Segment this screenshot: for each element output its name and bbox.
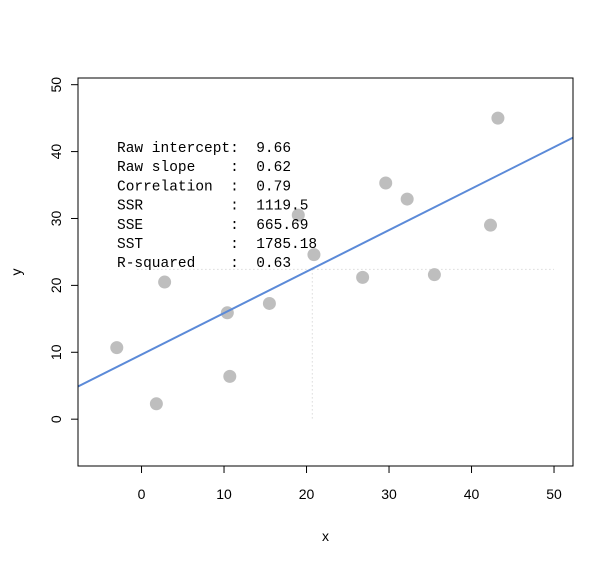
stats-line: SST : 1785.18: [117, 237, 317, 253]
stats-line: SSE : 665.69: [117, 218, 308, 234]
y-tick-label: 0: [48, 415, 64, 423]
x-tick-label: 0: [138, 486, 146, 502]
x-tick-label: 20: [299, 486, 315, 502]
stats-line: SSR : 1119.5: [117, 199, 308, 215]
mean-guides: [137, 268, 555, 420]
x-tick-label: 10: [216, 486, 232, 502]
y-tick-label: 10: [48, 344, 64, 360]
x-tick-label: 30: [381, 486, 397, 502]
data-point: [484, 218, 497, 232]
y-axis-label: y: [8, 269, 24, 276]
data-points: [110, 111, 505, 411]
stats-line: Raw intercept: 9.66: [117, 141, 291, 157]
data-point: [149, 397, 163, 411]
stats-line: Raw slope : 0.62: [117, 160, 291, 176]
data-point: [400, 192, 414, 206]
y-tick-label: 20: [48, 277, 64, 293]
data-point: [379, 176, 393, 190]
regression-line-group: [77, 136, 574, 388]
data-point: [307, 248, 321, 262]
data-point: [356, 270, 370, 284]
stats-line: Correlation : 0.79: [117, 179, 291, 195]
x-tick-label: 50: [546, 486, 562, 502]
data-point: [110, 341, 124, 355]
data-point: [262, 296, 276, 310]
y-tick-label: 40: [48, 144, 64, 160]
y-axis: 0 10 20 30 40 50: [48, 77, 79, 423]
data-point: [427, 268, 441, 282]
data-point: [491, 111, 505, 125]
stats-annotation: Raw intercept: 9.66 Raw slope : 0.62 Corre…: [117, 141, 317, 272]
y-tick-label: 30: [48, 210, 64, 226]
data-point: [223, 369, 237, 383]
data-point: [291, 208, 305, 222]
y-tick-label: 50: [48, 77, 64, 93]
regression-line: [77, 136, 574, 388]
x-tick-label: 40: [464, 486, 480, 502]
data-point: [158, 275, 172, 289]
x-axis-label: x: [322, 528, 329, 544]
x-axis: 0 10 20 30 40 50: [138, 465, 562, 502]
stats-line: R-squared : 0.63: [117, 256, 291, 272]
